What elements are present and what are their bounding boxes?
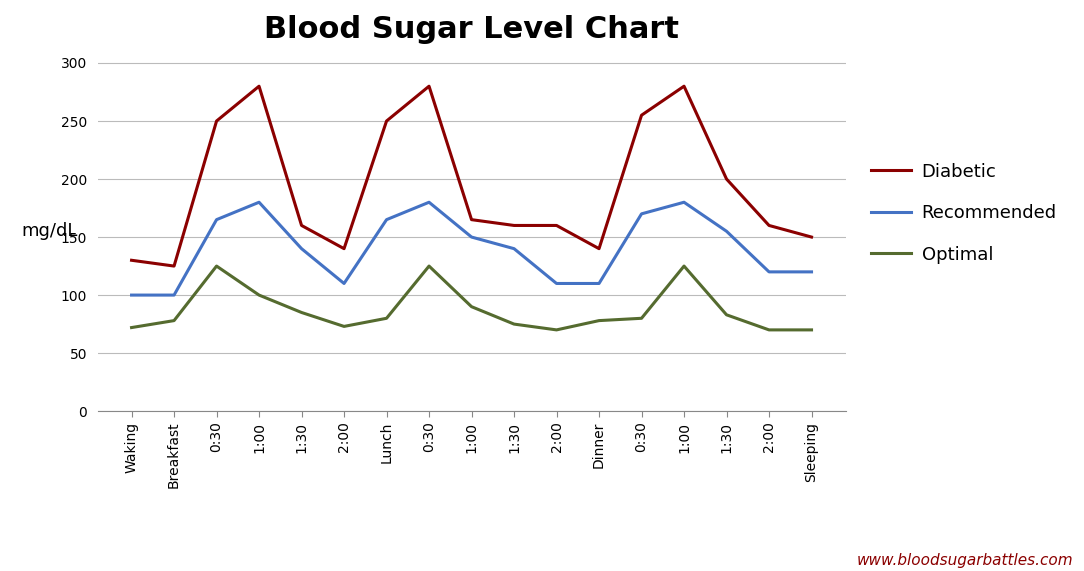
Title: Blood Sugar Level Chart: Blood Sugar Level Chart [264,14,679,43]
Y-axis label: mg/dL: mg/dL [22,222,78,240]
Text: www.bloodsugarbattles.com: www.bloodsugarbattles.com [856,553,1073,568]
Legend: Diabetic, Recommended, Optimal: Diabetic, Recommended, Optimal [862,154,1066,273]
